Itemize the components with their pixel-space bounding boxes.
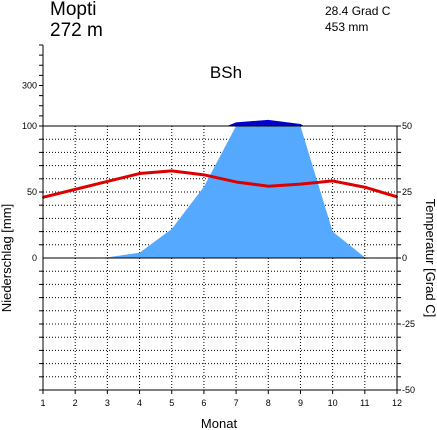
temperature-point	[363, 186, 366, 189]
right-tick-label: 50	[402, 121, 412, 131]
x-tick-label: 10	[328, 398, 338, 408]
x-tick-label: 11	[360, 398, 369, 408]
right-tick-label: -50	[402, 385, 415, 395]
temperature-point	[106, 180, 109, 183]
x-tick-label: 4	[137, 398, 142, 408]
right-axis-label: Temperatur [Grad C]	[423, 199, 437, 318]
x-tick-label: 7	[234, 398, 239, 408]
temperature-line	[42, 169, 398, 199]
temperature-point	[299, 183, 302, 186]
annual-precipitation: 453 mm	[325, 20, 369, 34]
x-tick-label: 12	[392, 398, 402, 408]
annual-temperature: 28.4 Grad C	[325, 4, 391, 18]
temperature-point	[170, 169, 173, 172]
station-elevation: 272 m	[50, 20, 103, 41]
temperature-point	[235, 180, 238, 183]
x-tick-label: 1	[40, 398, 45, 408]
temperature-point	[74, 188, 77, 191]
x-tick-label: 6	[201, 398, 206, 408]
x-axis-label: Monat	[201, 416, 238, 430]
left-tick-label: 0	[32, 253, 37, 263]
temperature-point	[267, 185, 270, 188]
left-axis-label: Niederschlag [mm]	[0, 204, 14, 312]
right-tick-label: -25	[402, 319, 415, 329]
x-tick-label: 9	[298, 398, 303, 408]
right-tick-label: 25	[402, 187, 412, 197]
x-tick-label: 3	[105, 398, 110, 408]
x-tick-label: 8	[266, 398, 271, 408]
left-tick-label: 100	[22, 121, 37, 131]
right-tick-label: 0	[402, 253, 407, 263]
temperature-point	[202, 173, 205, 176]
left-tick-label: 300	[22, 81, 37, 91]
temperature-point	[138, 172, 141, 175]
temperature-point	[331, 179, 334, 182]
x-tick-label: 5	[169, 398, 174, 408]
station-name: Mopti	[50, 0, 97, 20]
chart-title: BSh	[210, 63, 242, 82]
left-tick-label: 50	[27, 187, 37, 197]
precipitation-area	[43, 126, 397, 258]
precipitation-excess	[227, 119, 305, 126]
x-tick-label: 2	[73, 398, 78, 408]
